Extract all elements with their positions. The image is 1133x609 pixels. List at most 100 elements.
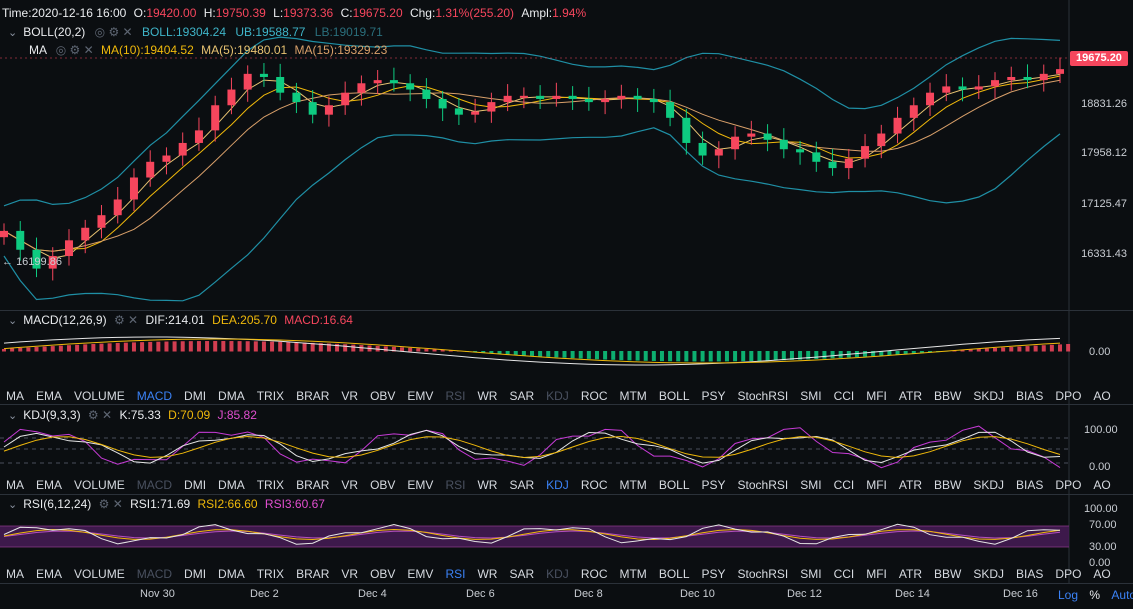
indicator-tab-atr[interactable]: ATR [898, 567, 923, 581]
eye-icon[interactable]: ◎ [55, 43, 67, 57]
indicator-tab-skdj[interactable]: SKDJ [973, 567, 1005, 581]
indicator-tab-sar[interactable]: SAR [509, 389, 535, 403]
indicator-tab-dma[interactable]: DMA [218, 478, 245, 492]
indicator-tab-trix[interactable]: TRIX [256, 389, 285, 403]
indicator-tab-macd[interactable]: MACD [136, 478, 173, 492]
collapse-chevron-icon[interactable]: ⌄ [8, 315, 18, 327]
collapse-chevron-icon[interactable]: ⌄ [8, 499, 18, 511]
indicator-tab-bias[interactable]: BIAS [1016, 478, 1044, 492]
indicator-tab-wr[interactable]: WR [477, 478, 498, 492]
indicator-tab-ma[interactable]: MA [6, 567, 24, 581]
indicator-tab-wr[interactable]: WR [477, 567, 498, 581]
indicator-tab-volume[interactable]: VOLUME [74, 567, 125, 581]
indicator-tab-mfi[interactable]: MFI [866, 567, 887, 581]
indicator-tab-ema[interactable]: EMA [36, 567, 63, 581]
indicator-tab-psy[interactable]: PSY [701, 567, 726, 581]
indicator-tab-smi[interactable]: SMI [800, 478, 822, 492]
indicator-tab-roc[interactable]: ROC [580, 567, 608, 581]
indicator-tab-sar[interactable]: SAR [509, 478, 535, 492]
indicator-tab-ao[interactable]: AO [1093, 567, 1111, 581]
settings-gear-icon[interactable]: ⚙ [69, 43, 81, 57]
indicator-tab-trix[interactable]: TRIX [256, 478, 285, 492]
indicator-tab-psy[interactable]: PSY [701, 478, 726, 492]
settings-gear-icon[interactable]: ⚙ [113, 313, 125, 327]
indicator-tab-macd[interactable]: MACD [136, 389, 173, 403]
auto-scale-button[interactable]: Auto [1111, 588, 1133, 602]
indicator-tab-boll[interactable]: BOLL [658, 478, 690, 492]
indicator-tab-dpo[interactable]: DPO [1055, 478, 1082, 492]
indicator-tab-dma[interactable]: DMA [218, 567, 245, 581]
indicator-tab-dma[interactable]: DMA [218, 389, 245, 403]
indicator-tab-dmi[interactable]: DMI [184, 567, 207, 581]
indicator-tab-atr[interactable]: ATR [898, 389, 923, 403]
collapse-chevron-icon[interactable]: ⌄ [8, 410, 18, 422]
indicator-tab-ao[interactable]: AO [1093, 389, 1111, 403]
indicator-tab-cci[interactable]: CCI [833, 567, 855, 581]
settings-gear-icon[interactable]: ⚙ [87, 408, 99, 422]
indicator-tab-stochrsi[interactable]: StochRSI [737, 389, 789, 403]
indicator-tab-vr[interactable]: VR [341, 567, 359, 581]
indicator-tab-emv[interactable]: EMV [407, 567, 434, 581]
indicator-tab-obv[interactable]: OBV [370, 478, 396, 492]
indicator-tab-emv[interactable]: EMV [407, 478, 434, 492]
indicator-tab-ma[interactable]: MA [6, 478, 24, 492]
indicator-tab-brar[interactable]: BRAR [296, 389, 330, 403]
indicator-tab-dmi[interactable]: DMI [184, 478, 207, 492]
indicator-tab-roc[interactable]: ROC [580, 478, 608, 492]
indicator-tab-cci[interactable]: CCI [833, 389, 855, 403]
percent-scale-button[interactable]: % [1089, 588, 1101, 602]
indicator-tab-ma[interactable]: MA [6, 389, 24, 403]
indicator-tab-ao[interactable]: AO [1093, 478, 1111, 492]
close-icon[interactable]: ✕ [122, 25, 133, 39]
indicator-tab-bbw[interactable]: BBW [934, 567, 962, 581]
indicator-tab-mtm[interactable]: MTM [619, 567, 647, 581]
indicator-tab-brar[interactable]: BRAR [296, 478, 330, 492]
indicator-tab-sar[interactable]: SAR [509, 567, 535, 581]
indicator-tab-roc[interactable]: ROC [580, 389, 608, 403]
indicator-tab-mfi[interactable]: MFI [866, 389, 887, 403]
indicator-tab-rsi[interactable]: RSI [445, 478, 466, 492]
indicator-tab-vr[interactable]: VR [341, 389, 359, 403]
collapse-chevron-icon[interactable]: ⌄ [8, 27, 18, 39]
indicator-tab-skdj[interactable]: SKDJ [973, 389, 1005, 403]
indicator-tab-mtm[interactable]: MTM [619, 478, 647, 492]
indicator-tab-bias[interactable]: BIAS [1016, 389, 1044, 403]
indicator-tab-bias[interactable]: BIAS [1016, 567, 1044, 581]
indicator-tab-trix[interactable]: TRIX [256, 567, 285, 581]
indicator-tab-volume[interactable]: VOLUME [74, 478, 125, 492]
indicator-tab-ema[interactable]: EMA [36, 389, 63, 403]
indicator-tab-stochrsi[interactable]: StochRSI [737, 478, 789, 492]
indicator-tab-kdj[interactable]: KDJ [546, 567, 569, 581]
indicator-tab-psy[interactable]: PSY [701, 389, 726, 403]
indicator-tab-cci[interactable]: CCI [833, 478, 855, 492]
indicator-tab-emv[interactable]: EMV [407, 389, 434, 403]
indicator-tab-wr[interactable]: WR [477, 389, 498, 403]
indicator-tab-rsi[interactable]: RSI [445, 389, 466, 403]
indicator-tab-dpo[interactable]: DPO [1055, 567, 1082, 581]
indicator-tab-mtm[interactable]: MTM [619, 389, 647, 403]
indicator-tab-mfi[interactable]: MFI [866, 478, 887, 492]
indicator-tab-brar[interactable]: BRAR [296, 567, 330, 581]
close-icon[interactable]: ✕ [112, 497, 123, 511]
indicator-tab-obv[interactable]: OBV [370, 567, 396, 581]
indicator-tab-bbw[interactable]: BBW [934, 389, 962, 403]
indicator-tab-stochrsi[interactable]: StochRSI [737, 567, 789, 581]
indicator-tab-kdj[interactable]: KDJ [546, 389, 569, 403]
indicator-tab-smi[interactable]: SMI [800, 567, 822, 581]
indicator-tab-ema[interactable]: EMA [36, 478, 63, 492]
indicator-tab-volume[interactable]: VOLUME [74, 389, 125, 403]
settings-gear-icon[interactable]: ⚙ [108, 25, 120, 39]
indicator-tab-bbw[interactable]: BBW [934, 478, 962, 492]
settings-gear-icon[interactable]: ⚙ [98, 497, 110, 511]
indicator-tab-skdj[interactable]: SKDJ [973, 478, 1005, 492]
close-icon[interactable]: ✕ [102, 408, 113, 422]
log-scale-button[interactable]: Log [1058, 588, 1079, 602]
close-icon[interactable]: ✕ [83, 43, 94, 57]
eye-icon[interactable]: ◎ [94, 25, 106, 39]
indicator-tab-kdj[interactable]: KDJ [546, 478, 569, 492]
indicator-tab-obv[interactable]: OBV [370, 389, 396, 403]
close-icon[interactable]: ✕ [128, 313, 139, 327]
indicator-tab-boll[interactable]: BOLL [658, 567, 690, 581]
indicator-tab-dmi[interactable]: DMI [184, 389, 207, 403]
